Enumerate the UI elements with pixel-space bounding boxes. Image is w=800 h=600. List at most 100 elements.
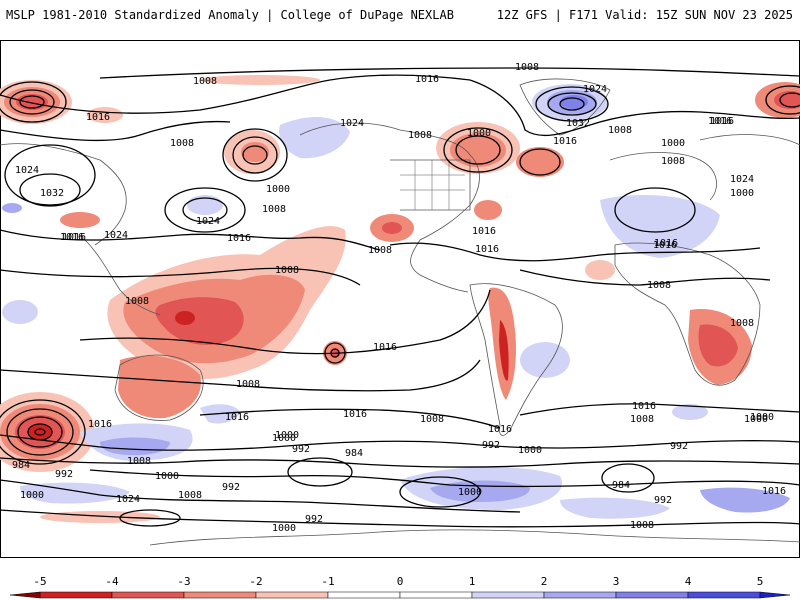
- anomaly-area: [87, 107, 123, 123]
- colorbar-tick-label: 2: [541, 575, 548, 588]
- anomaly-area: [100, 437, 170, 456]
- isobar: [0, 434, 800, 451]
- anomaly-area: [2, 203, 22, 213]
- anomaly-area: [474, 200, 502, 220]
- coastline: [299, 122, 480, 293]
- isobar-label: 1016: [475, 244, 499, 255]
- anomaly-area: [241, 142, 269, 162]
- coastline: [114, 354, 204, 421]
- isobar-label: 1000: [744, 414, 768, 425]
- isobar-label: 1016: [710, 116, 734, 127]
- isobar-label: 1016: [343, 409, 367, 420]
- isobar: [324, 342, 346, 364]
- isobar-label: 1032: [40, 188, 64, 199]
- isobar-label: 1008: [730, 318, 754, 329]
- isobar-label: 1000: [266, 184, 290, 195]
- state-borders: [400, 160, 465, 210]
- isobar-label: 1008: [661, 156, 685, 167]
- isobar: [199, 408, 501, 429]
- colorbar-tick-label: -4: [105, 575, 119, 588]
- isobar-label: 1016: [225, 412, 249, 423]
- coastline: [84, 239, 161, 316]
- isobar: [9, 89, 55, 115]
- isobar-label: 1008: [170, 138, 194, 149]
- colorbar-tick-label: -1: [321, 575, 334, 588]
- isobar: [6, 408, 74, 456]
- isobar-label: 1000: [155, 471, 179, 482]
- isobar-label: 1008: [125, 296, 149, 307]
- isobar-label: 1008: [178, 490, 202, 501]
- isobar: [79, 289, 491, 355]
- isobar-label: 1008: [408, 130, 432, 141]
- anomaly-area: [698, 324, 738, 367]
- isobar: [222, 128, 288, 182]
- isobar: [519, 269, 771, 286]
- isobars: [0, 67, 800, 528]
- isobar-label: 1016: [60, 232, 84, 243]
- isobar-label: 992: [305, 514, 323, 525]
- isobar-label: 984: [612, 480, 630, 491]
- colorbar-tick-label: 5: [757, 575, 764, 588]
- isobar: [164, 187, 246, 233]
- isobar: [389, 242, 761, 262]
- isobar: [4, 144, 96, 206]
- isobar: [0, 457, 800, 468]
- isobar: [399, 476, 481, 508]
- isobar: [17, 416, 63, 448]
- anomaly-area: [516, 147, 564, 177]
- isobar: [89, 469, 800, 488]
- isobar: [469, 79, 800, 137]
- colorbar-bins: [39, 591, 761, 599]
- anomaly-area: [279, 116, 350, 159]
- colorbar-tick-label: -2: [249, 575, 262, 588]
- isobar: [601, 463, 655, 493]
- isobar-label: 1008: [236, 379, 260, 390]
- coastline: [519, 78, 611, 136]
- map-canvas: 1008 1016 1008 1016 1024 1024 1032 1008 …: [0, 40, 800, 558]
- isobar: [287, 457, 353, 487]
- isobar: [0, 74, 471, 114]
- anomaly-area: [672, 404, 708, 420]
- isobar: [443, 127, 513, 173]
- isobar: [559, 97, 585, 111]
- isobar-label: 984: [12, 460, 30, 471]
- isobar-label: 1008: [630, 414, 654, 425]
- isobar-labels: 1008 1016 1008 1016 1024 1024 1032 1008 …: [12, 62, 786, 534]
- isobar-label: 1024: [340, 118, 364, 129]
- colorbar-tick-labels: -5 -4 -3 -2 -1 0 1 2 3 4 5: [33, 575, 763, 588]
- colorbar-legend: -5 -4 -3 -2 -1 0 1 2 3 4 5: [0, 570, 800, 600]
- header: MSLP 1981-2010 Standardized Anomaly | Co…: [0, 0, 800, 30]
- anomaly-area: [2, 300, 38, 324]
- isobar-label: 992: [654, 495, 672, 506]
- colorbar-bin: [399, 591, 473, 599]
- anomaly-area: [118, 355, 201, 419]
- isobar: [535, 86, 609, 122]
- negative-anomaly-shading: [0, 75, 800, 523]
- isobar-label: 1008: [127, 456, 151, 467]
- run-valid-time: 12Z GFS | F171 Valid: 15Z SUN NOV 23 202…: [496, 8, 793, 22]
- anomaly-area: [774, 91, 800, 109]
- anomaly-area: [700, 487, 790, 513]
- map-title: MSLP 1981-2010 Standardized Anomaly | Co…: [6, 8, 454, 22]
- coastline: [390, 159, 471, 211]
- isobar-label: 1032: [566, 118, 590, 129]
- isobar: [0, 479, 521, 513]
- colorbar-tick-label: -3: [177, 575, 190, 588]
- colorbar-bin: [183, 591, 257, 599]
- isobar-label: 1008: [368, 245, 392, 256]
- isobar-label: 1000: [750, 412, 774, 423]
- isobar: [19, 95, 45, 109]
- map-panel[interactable]: 1008 1016 1008 1016 1024 1024 1032 1008 …: [0, 40, 800, 558]
- colorbar-bin: [255, 591, 329, 599]
- colorbar-tick-label: -5: [33, 575, 46, 588]
- isobar: [19, 173, 81, 207]
- isobar-label: 1016: [62, 232, 86, 243]
- anomaly-area: [560, 497, 670, 519]
- isobar: [182, 197, 228, 223]
- anomaly-area: [40, 511, 160, 523]
- positive-anomaly-shading: [2, 84, 790, 519]
- isobar: [242, 145, 268, 165]
- colorbar-bin: [543, 591, 617, 599]
- anomaly-area: [60, 212, 100, 228]
- colorbar-tick-label: 3: [613, 575, 620, 588]
